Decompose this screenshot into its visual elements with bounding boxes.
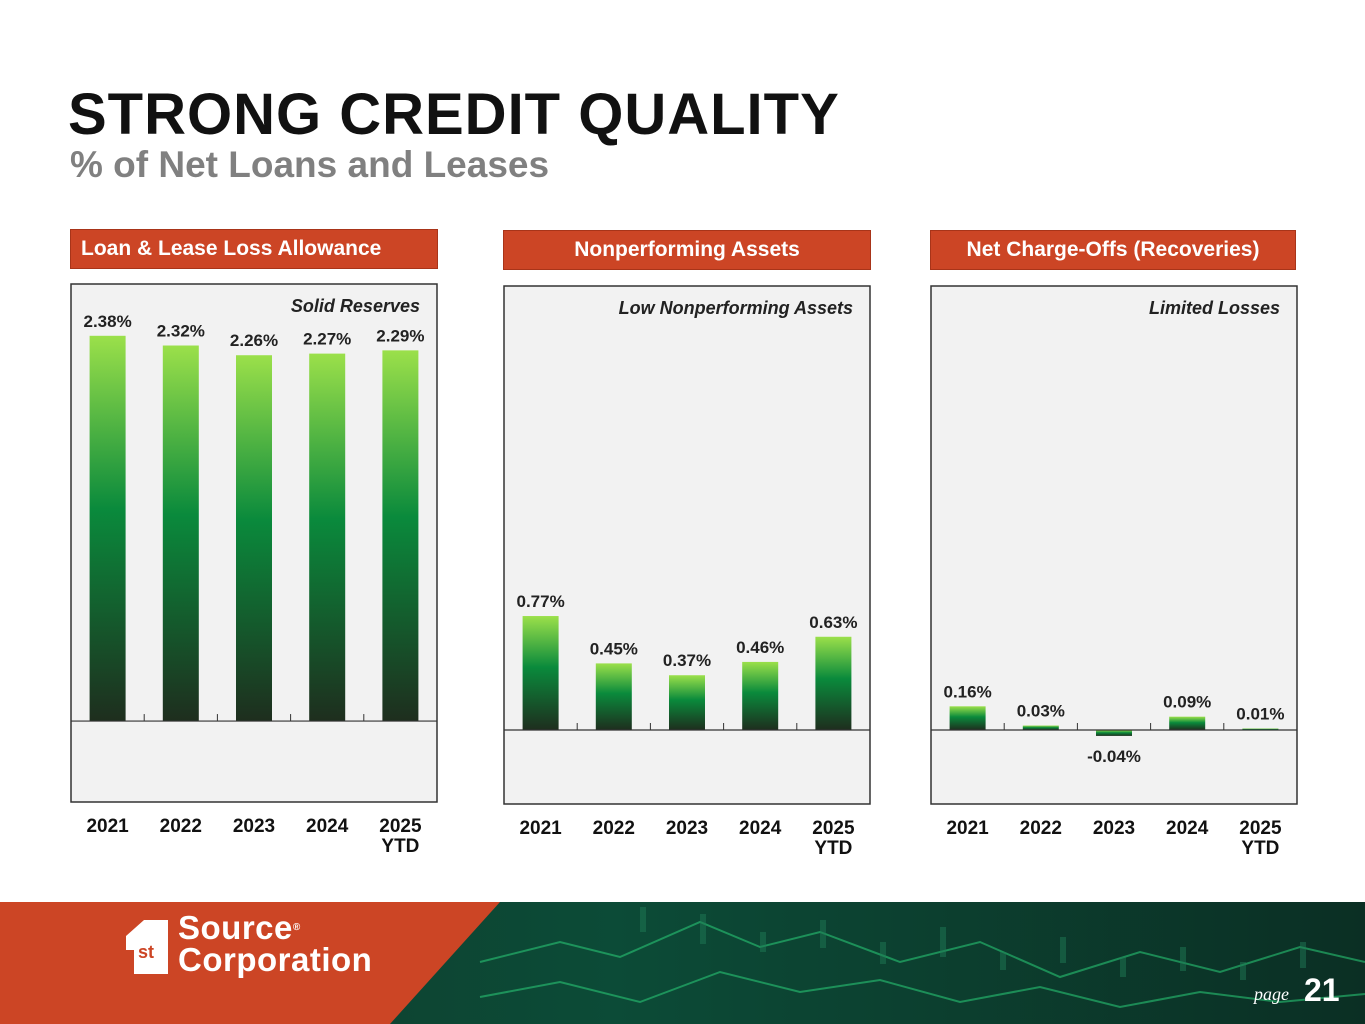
chart-nonperforming-assets: Low Nonperforming Assets 0.77% 2021 0.45% 20… (503, 285, 871, 859)
bar-2024 (1169, 716, 1206, 730)
logo-line-2: Corporation (178, 941, 373, 978)
value-label: 2.27% (303, 330, 351, 349)
bar-2022 (1022, 725, 1059, 730)
value-label: 0.77% (516, 592, 564, 611)
page-subtitle: % of Net Loans and Leases (70, 144, 550, 185)
chart-annotation: Solid Reserves (291, 296, 420, 316)
bar-2023 (1096, 730, 1132, 736)
bar-2024 (742, 661, 779, 730)
value-label: 0.37% (663, 651, 711, 670)
bar-2021 (522, 616, 559, 730)
category-label: 2025 YTD (1239, 818, 1282, 859)
value-label: 0.03% (1017, 702, 1065, 721)
category-label: 2025 YTD (812, 818, 855, 859)
value-label: 0.01% (1236, 705, 1284, 724)
category-label: 2023 (1093, 818, 1135, 839)
bar-2021 (949, 706, 986, 730)
category-label: 2024 (739, 818, 782, 839)
bar-2021 (89, 335, 126, 722)
page-label: page (1254, 984, 1289, 1004)
category-label: 2022 (593, 818, 635, 839)
category-label: 2021 (86, 816, 129, 837)
value-label: 0.16% (943, 682, 991, 701)
page-title: STRONG CREDIT QUALITY (68, 82, 840, 147)
logo-line-1: Source (178, 909, 293, 946)
logo-mark-text: st (138, 942, 155, 962)
category-label: 2022 (1020, 818, 1062, 839)
category-label: 2025 YTD (379, 816, 422, 857)
category-label: 2024 (306, 816, 349, 837)
chart-annotation: Limited Losses (1149, 298, 1280, 318)
bar-2022 (162, 345, 199, 722)
bar-2022 (595, 663, 632, 730)
bar-2025-ytd (382, 350, 419, 722)
bar-2023 (236, 355, 272, 722)
value-label: 2.26% (230, 331, 278, 350)
panel-header-charge-offs: Net Charge-Offs (Recoveries) (930, 230, 1296, 270)
value-label: 2.38% (83, 312, 131, 331)
category-label: 2024 (1166, 818, 1209, 839)
value-label: 2.32% (157, 322, 205, 341)
plot-area (930, 285, 1298, 805)
value-label: 0.09% (1163, 693, 1211, 712)
bar-2025-ytd (1242, 728, 1279, 731)
page-number: 21 (1304, 972, 1340, 1008)
category-label: 2021 (946, 818, 989, 839)
logo-wordmark: Source® Corporation (178, 909, 373, 978)
category-label: 2021 (519, 818, 562, 839)
panel-header-nonperforming: Nonperforming Assets (503, 230, 871, 270)
value-label: 0.63% (809, 613, 857, 632)
chart-loan-lease-allowance: Solid Reserves 2.38% 2021 2.32% 2022 2.26% 202… (70, 283, 438, 857)
value-label: 2.29% (376, 326, 424, 345)
value-label: 0.45% (590, 639, 638, 658)
company-logo: st Source® Corporation (126, 909, 456, 982)
chart-net-charge-offs: Limited Losses 0.16% 2021 0.03% 2022 -0.04% 20… (930, 285, 1298, 859)
bar-2024 (309, 353, 346, 722)
category-label: 2023 (233, 816, 275, 837)
footer-market-graphic (479, 907, 1365, 1009)
category-label: 2022 (160, 816, 202, 837)
panel-header-allowance: Loan & Lease Loss Allowance (70, 229, 438, 269)
chart-annotation: Low Nonperforming Assets (619, 298, 853, 318)
value-label: 0.46% (736, 638, 784, 657)
logo-mark-icon (126, 920, 168, 974)
value-label: -0.04% (1087, 747, 1141, 766)
bar-2025-ytd (815, 636, 852, 730)
category-label: 2023 (666, 818, 708, 839)
bar-2023 (669, 675, 705, 730)
